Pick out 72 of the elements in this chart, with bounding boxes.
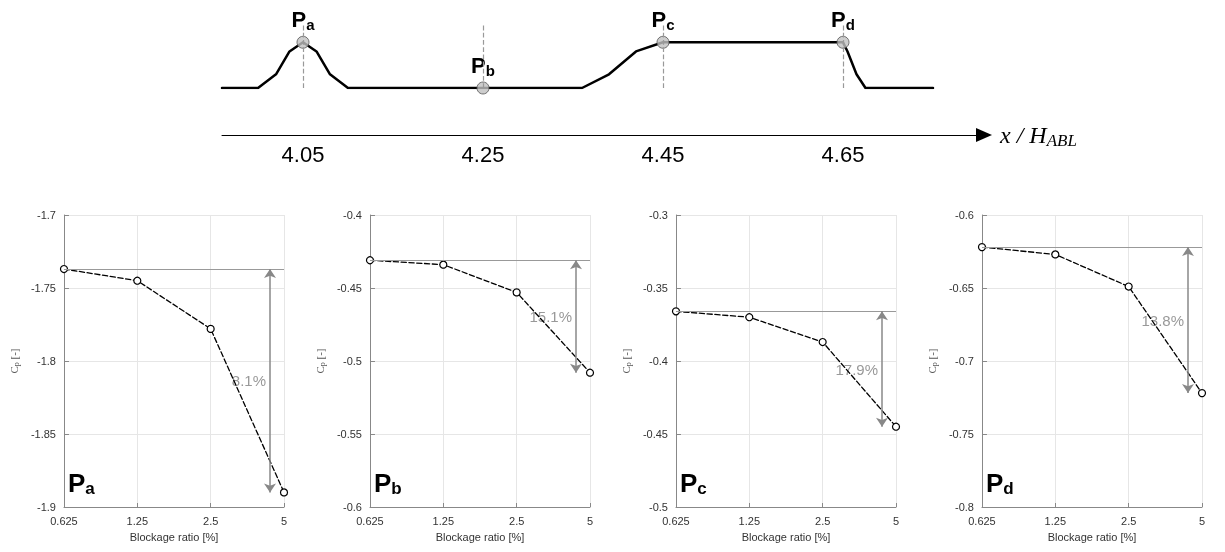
y-tick-label: -0.8: [955, 501, 974, 513]
y-axis-title: Cp [-]: [619, 348, 633, 374]
x-tick-label: 1.25: [738, 514, 761, 527]
x-tick-label: 4.45: [641, 141, 685, 167]
y-tick-label: -0.55: [336, 428, 362, 440]
annotation: Pb: [374, 467, 402, 498]
point: [1197, 389, 1207, 398]
x-tick-label: 2.5: [815, 514, 831, 527]
point: [365, 256, 375, 265]
y-tick-label: -0.6: [955, 209, 974, 221]
annotation: Pc: [680, 467, 707, 498]
point: [1051, 250, 1060, 259]
y-tick-label: -1.75: [30, 282, 56, 294]
annotation: Pd: [986, 467, 1014, 498]
x-tick-label: 0.625: [356, 514, 384, 527]
x-tick-label: 5: [586, 514, 594, 527]
x-axis-title: Blockage ratio [%]: [741, 530, 831, 543]
y-axis-title: Cp [-]: [313, 348, 327, 374]
point: [977, 243, 987, 252]
x-tick-label: 1.25: [432, 514, 455, 527]
y-tick-label: -1.9: [37, 501, 56, 513]
x-tick-label: 4.05: [281, 141, 325, 167]
point: [1124, 282, 1133, 291]
point: [512, 288, 521, 297]
y-tick-label: -0.4: [649, 355, 668, 367]
x-axis-title: Blockage ratio [%]: [129, 530, 219, 543]
y-tick-label: -0.45: [336, 282, 362, 294]
x-axis-title: Blockage ratio [%]: [1047, 530, 1137, 543]
x-tick-label: 2.5: [1121, 514, 1137, 527]
y-tick-label: -0.35: [642, 282, 668, 294]
y-tick-label: -0.6: [343, 501, 362, 513]
y-tick-label: -0.4: [343, 209, 362, 221]
x-tick-label: 5: [280, 514, 288, 527]
annotation: 8.1%: [231, 372, 266, 390]
x-tick-label: 0.625: [662, 514, 690, 527]
x-tick-label: 0.625: [50, 514, 78, 527]
y-tick-label: -0.5: [343, 355, 362, 367]
point: [206, 324, 215, 333]
point: [818, 337, 827, 347]
point: [279, 488, 289, 497]
y-tick-label: -0.75: [948, 428, 974, 440]
point: [891, 422, 901, 431]
annotation: 17.9%: [835, 360, 878, 378]
y-tick-label: -1.8: [37, 355, 56, 367]
y-tick-label: -0.7: [955, 355, 974, 367]
point: [585, 368, 595, 377]
x-tick-label: 5: [892, 514, 900, 527]
x-tick-label: 0.625: [968, 514, 996, 527]
x-axis-title: Blockage ratio [%]: [435, 530, 525, 543]
annotation: 15.1%: [529, 307, 572, 325]
y-tick-label: -0.5: [649, 501, 668, 513]
point: [439, 260, 448, 269]
x-tick-label: 2.5: [509, 514, 525, 527]
x-tick-label: 2.5: [203, 514, 219, 527]
x-tick-label: 5: [1198, 514, 1206, 527]
annotation: Pa: [68, 467, 96, 498]
point: [133, 276, 142, 285]
y-tick-label: -0.65: [948, 282, 974, 294]
x-tick-label: 1.25: [126, 514, 149, 527]
y-tick-label: -1.7: [37, 209, 56, 221]
y-axis-title: Cp [-]: [7, 348, 21, 374]
y-axis-title: Cp [-]: [925, 348, 939, 374]
x-tick-label: 4.25: [461, 141, 505, 167]
point: [671, 307, 681, 316]
y-tick-label: -1.85: [30, 428, 56, 440]
annotation: 13.8%: [1141, 311, 1184, 329]
point: [745, 313, 754, 322]
point: [59, 264, 69, 274]
y-tick-label: -0.3: [649, 209, 668, 221]
y-tick-label: -0.45: [642, 428, 668, 440]
x-tick-label: 1.25: [1044, 514, 1067, 527]
x-tick-label: 4.65: [821, 141, 865, 167]
